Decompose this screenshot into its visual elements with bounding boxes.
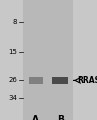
Bar [52, 77, 68, 84]
Text: 26: 26 [9, 77, 17, 83]
Text: B: B [57, 115, 64, 120]
Text: 34: 34 [9, 95, 17, 101]
Text: 15: 15 [9, 49, 17, 55]
Bar [29, 77, 43, 84]
Text: 8: 8 [13, 19, 17, 25]
Text: A: A [32, 115, 39, 120]
Bar [23, 0, 73, 120]
Text: RRAS2: RRAS2 [78, 76, 97, 85]
